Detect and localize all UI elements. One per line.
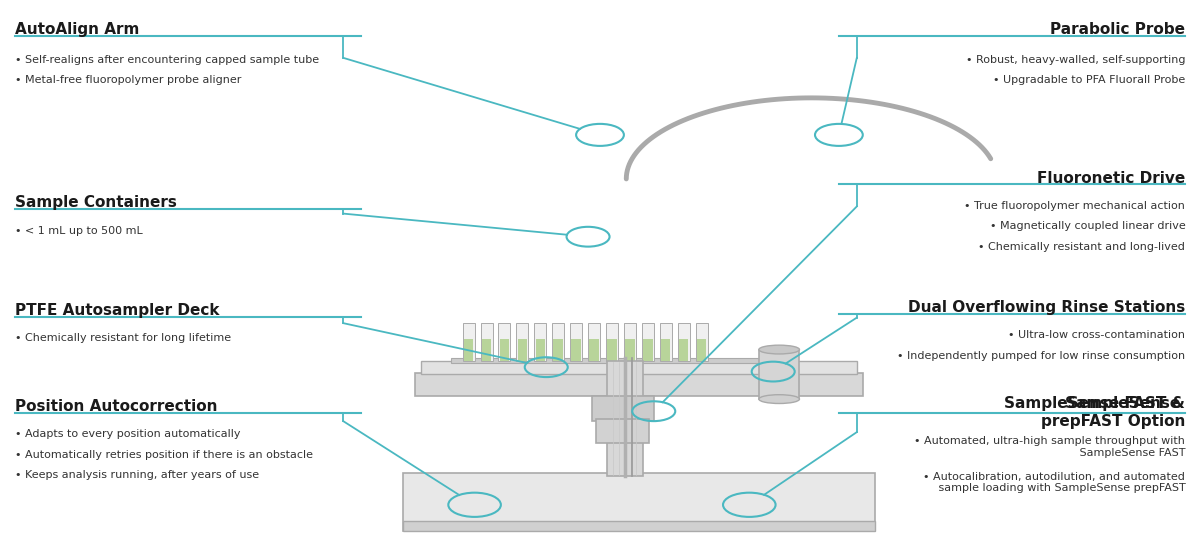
Bar	[642, 323, 654, 361]
Bar	[678, 323, 690, 361]
Text: Fluoronetic Drive: Fluoronetic Drive	[1037, 171, 1186, 186]
Text: • Metal-free fluoropolymer probe aligner: • Metal-free fluoropolymer probe aligner	[14, 76, 241, 86]
Bar	[625, 339, 635, 361]
Bar	[696, 323, 708, 361]
Bar	[517, 339, 527, 361]
Ellipse shape	[758, 395, 799, 404]
Bar	[403, 473, 875, 531]
Bar	[498, 323, 510, 361]
Bar	[464, 339, 473, 361]
Bar	[589, 339, 599, 361]
Text: • Upgradable to PFA Fluorall Probe: • Upgradable to PFA Fluorall Probe	[994, 76, 1186, 86]
Text: Position Autocorrection: Position Autocorrection	[14, 399, 217, 414]
Bar	[643, 339, 653, 361]
Bar	[607, 361, 643, 476]
Text: • Autocalibration, autodilution, and automated
   sample loading with SampleSens: • Autocalibration, autodilution, and aut…	[924, 471, 1186, 493]
Bar	[534, 323, 546, 361]
Bar	[592, 396, 654, 421]
Text: Parabolic Probe: Parabolic Probe	[1050, 22, 1186, 37]
Bar	[481, 339, 491, 361]
Bar	[451, 358, 767, 363]
Bar	[606, 323, 618, 361]
Bar	[499, 339, 509, 361]
Bar	[421, 361, 857, 374]
Text: • Self-realigns after encountering capped sample tube: • Self-realigns after encountering cappe…	[14, 55, 319, 65]
Text: • Keeps analysis running, after years of use: • Keeps analysis running, after years of…	[14, 470, 259, 480]
Text: • Adapts to every position automatically: • Adapts to every position automatically	[14, 429, 240, 439]
Text: Dual Overflowing Rinse Stations: Dual Overflowing Rinse Stations	[908, 300, 1186, 315]
Ellipse shape	[758, 345, 799, 354]
Bar	[415, 373, 863, 396]
Text: • Automatically retries position if there is an obstacle: • Automatically retries position if ther…	[14, 450, 313, 460]
Bar	[553, 339, 563, 361]
Text: Sample Containers: Sample Containers	[14, 195, 176, 210]
Bar	[758, 350, 799, 399]
Bar	[697, 339, 707, 361]
Bar	[480, 323, 492, 361]
Text: • Magnetically coupled linear drive: • Magnetically coupled linear drive	[990, 221, 1186, 231]
Text: AutoAlign Arm: AutoAlign Arm	[14, 22, 139, 37]
Bar	[516, 323, 528, 361]
Text: • Automated, ultra-high sample throughput with
   SampleSense FAST: • Automated, ultra-high sample throughpu…	[914, 436, 1186, 458]
Bar	[571, 339, 581, 361]
Text: • Independently pumped for low rinse consumption: • Independently pumped for low rinse con…	[898, 351, 1186, 361]
Bar	[588, 323, 600, 361]
Text: • Ultra-low cross-contamination: • Ultra-low cross-contamination	[1008, 330, 1186, 340]
Bar	[570, 323, 582, 361]
Text: • Chemically resistant and long-lived: • Chemically resistant and long-lived	[978, 242, 1186, 252]
Text: • < 1 mL up to 500 mL: • < 1 mL up to 500 mL	[14, 226, 143, 236]
Bar	[463, 323, 474, 361]
Bar	[607, 339, 617, 361]
Bar	[596, 419, 649, 443]
Text: • Chemically resistant for long lifetime: • Chemically resistant for long lifetime	[14, 333, 230, 343]
Bar	[552, 323, 564, 361]
Bar	[403, 522, 875, 531]
Text: SampleSense: SampleSense	[1064, 396, 1186, 411]
Text: • Robust, heavy-walled, self-supporting: • Robust, heavy-walled, self-supporting	[966, 55, 1186, 65]
Text: • True fluoropolymer mechanical action: • True fluoropolymer mechanical action	[965, 201, 1186, 211]
Bar	[535, 339, 545, 361]
Bar	[661, 339, 671, 361]
Text: SampleSense FAST &
prepFAST Option: SampleSense FAST & prepFAST Option	[1004, 396, 1186, 429]
Text: PTFE Autosampler Deck: PTFE Autosampler Deck	[14, 303, 220, 318]
Bar	[624, 323, 636, 361]
Bar	[679, 339, 689, 361]
Bar	[660, 323, 672, 361]
